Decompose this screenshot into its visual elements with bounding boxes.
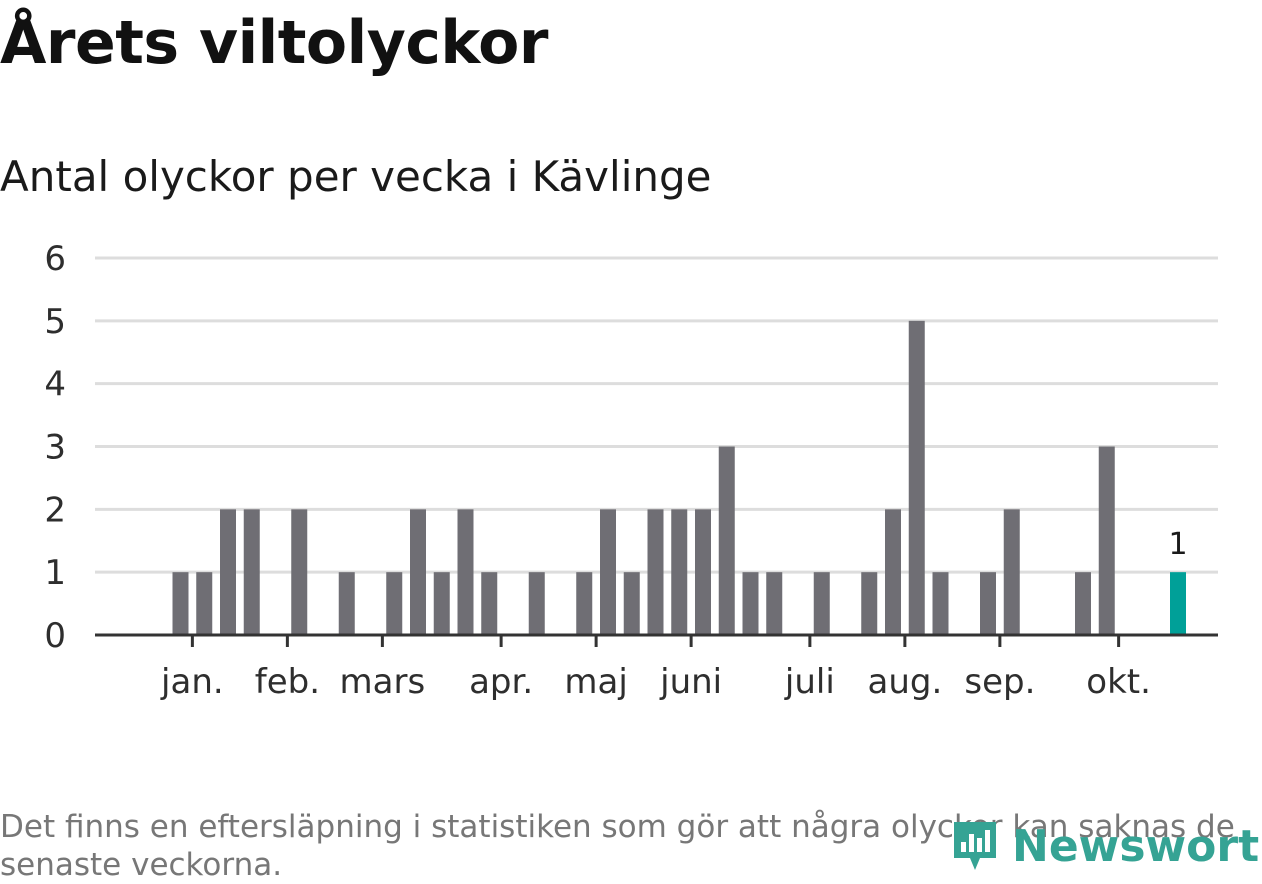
bar[interactable] xyxy=(980,572,996,635)
bar[interactable] xyxy=(481,572,498,635)
bar[interactable] xyxy=(766,572,783,635)
y-tick-label: 2 xyxy=(44,490,66,530)
bar[interactable] xyxy=(576,572,593,635)
x-tick-label: sep. xyxy=(964,662,1035,702)
bar[interactable] xyxy=(196,572,213,635)
x-tick-label: mars xyxy=(340,662,426,702)
x-tick-label: aug. xyxy=(867,662,942,702)
brand-name: Newsworthy xyxy=(1012,820,1262,872)
bar[interactable] xyxy=(1003,509,1020,635)
bar[interactable] xyxy=(623,572,640,635)
bar[interactable] xyxy=(220,509,236,635)
bar[interactable] xyxy=(861,572,878,635)
y-tick-label: 3 xyxy=(44,428,66,468)
x-tick-label: jan. xyxy=(160,662,224,702)
bar[interactable] xyxy=(243,509,260,635)
y-axis-ticks: 0 1 2 3 4 5 6 xyxy=(44,239,66,656)
bars xyxy=(172,320,1186,636)
x-axis-ticks: jan. feb. mars apr. maj juni juli aug. sep. okt. xyxy=(160,635,1151,702)
bar[interactable] xyxy=(1098,446,1115,636)
bar[interactable] xyxy=(338,572,355,635)
bar[interactable] xyxy=(172,572,189,635)
bar[interactable] xyxy=(647,509,664,635)
chart-title: Årets viltolyckor xyxy=(0,8,549,78)
bar[interactable] xyxy=(695,509,711,635)
y-tick-label: 6 xyxy=(44,239,66,279)
bar[interactable] xyxy=(600,509,616,635)
x-tick-label: apr. xyxy=(469,662,533,702)
bar[interactable] xyxy=(742,572,759,635)
bar-chart-badge-icon xyxy=(954,822,996,870)
y-tick-label: 0 xyxy=(44,616,66,656)
bar-highlight[interactable] xyxy=(1170,572,1186,635)
bar[interactable] xyxy=(528,572,545,635)
bar[interactable] xyxy=(932,572,949,635)
chart-subtitle: Antal olyckor per vecka i Kävlinge xyxy=(0,152,712,201)
y-tick-label: 5 xyxy=(44,302,66,342)
y-tick-label: 4 xyxy=(44,365,66,405)
bar[interactable] xyxy=(671,509,688,635)
x-tick-label: juli xyxy=(784,662,835,702)
bar[interactable] xyxy=(885,509,901,635)
x-tick-label: maj xyxy=(564,662,627,702)
bar[interactable] xyxy=(718,446,735,636)
bar[interactable] xyxy=(813,572,830,635)
footnote: Det finns en eftersläpning i statistiken… xyxy=(0,809,1235,883)
bar[interactable] xyxy=(908,320,925,635)
newsworthy-logo[interactable]: Newsworthy xyxy=(950,816,1262,876)
data-labels: 1 xyxy=(1168,527,1187,562)
bar[interactable] xyxy=(1075,572,1091,635)
bar[interactable] xyxy=(457,509,474,635)
bar[interactable] xyxy=(291,509,308,635)
x-tick-label: okt. xyxy=(1086,662,1151,702)
bar[interactable] xyxy=(386,572,403,635)
data-label: 1 xyxy=(1168,527,1187,562)
bar[interactable] xyxy=(410,509,426,635)
bar[interactable] xyxy=(433,572,450,635)
x-tick-label: juni xyxy=(659,662,722,702)
x-tick-label: feb. xyxy=(255,662,320,702)
y-tick-label: 1 xyxy=(44,553,66,593)
